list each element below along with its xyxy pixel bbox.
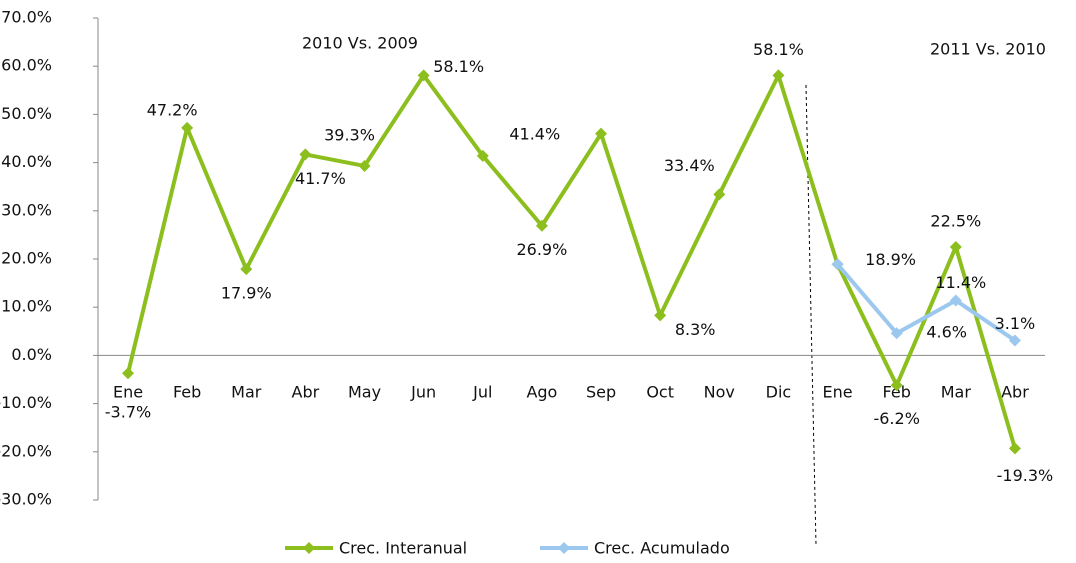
x-tick-label: Feb: [173, 383, 201, 402]
data-label: 58.1%: [753, 40, 804, 59]
marker: [890, 379, 903, 392]
marker: [476, 149, 489, 162]
y-tick-label: 60.0%: [1, 56, 52, 75]
x-tick-label: Dic: [766, 383, 792, 402]
marker: [122, 367, 134, 380]
legend-label: Crec. Acumulado: [594, 539, 730, 558]
data-label: 41.4%: [509, 124, 560, 143]
y-tick-label: 20.0%: [1, 249, 52, 268]
series-line: [126, 73, 1017, 449]
x-tick-label: Ene: [823, 383, 853, 402]
x-tick-label: Ago: [526, 383, 557, 402]
marker: [535, 219, 548, 232]
marker: [299, 148, 312, 161]
data-label: 47.2%: [147, 100, 198, 119]
data-label: 17.9%: [221, 284, 272, 303]
data-label: 39.3%: [324, 125, 375, 144]
x-tick-label: Abr: [292, 383, 320, 402]
y-tick-label: 10.0%: [1, 297, 52, 316]
annotation: 2011 Vs. 2010: [930, 40, 1046, 59]
y-tick-label: -20.0%: [0, 441, 52, 460]
y-tick-label: 40.0%: [1, 152, 52, 171]
data-label: 11.4%: [935, 273, 986, 292]
marker: [949, 294, 962, 307]
data-label: 26.9%: [516, 240, 567, 259]
marker: [417, 69, 430, 82]
marker: [654, 309, 667, 322]
y-tick-label: 50.0%: [1, 104, 52, 123]
data-label: 41.7%: [295, 169, 346, 188]
marker: [181, 121, 194, 134]
y-tick-label: -10.0%: [0, 393, 52, 412]
annotation: 2010 Vs. 2009: [302, 34, 418, 53]
legend-label: Crec. Interanual: [339, 539, 467, 558]
x-tick-label: Jul: [472, 383, 492, 402]
legend-marker: [303, 542, 315, 554]
data-label: -3.7%: [105, 403, 151, 422]
x-tick-label: Ene: [113, 383, 143, 402]
legend-marker: [558, 542, 570, 554]
y-tick-label: -30.0%: [0, 490, 52, 509]
x-tick-label: Sep: [586, 383, 616, 402]
data-label: 18.9%: [865, 250, 916, 269]
x-tick-label: Oct: [646, 383, 674, 402]
data-label: 8.3%: [675, 320, 716, 339]
marker: [890, 327, 903, 340]
x-tick-label: May: [348, 383, 381, 402]
x-tick-label: Nov: [704, 383, 735, 402]
data-label: -6.2%: [873, 409, 919, 428]
marker: [358, 159, 371, 172]
data-label: 22.5%: [930, 211, 981, 230]
data-label: 33.4%: [664, 156, 715, 175]
data-label: -19.3%: [997, 466, 1054, 485]
marker: [772, 69, 785, 82]
y-tick-label: 0.0%: [11, 345, 52, 364]
x-tick-label: Mar: [231, 383, 262, 402]
marker: [1008, 442, 1021, 455]
marker: [595, 127, 608, 140]
marker: [949, 240, 962, 253]
x-tick-label: Mar: [941, 383, 972, 402]
divider: [805, 84, 817, 546]
marker: [1008, 334, 1021, 347]
x-tick-label: Feb: [883, 383, 911, 402]
data-label: 3.1%: [995, 314, 1036, 333]
data-label: 4.6%: [926, 323, 967, 342]
x-tick-label: Jun: [410, 383, 436, 402]
y-tick-label: 30.0%: [1, 200, 52, 219]
data-label: 58.1%: [433, 57, 484, 76]
marker: [240, 263, 253, 276]
marker: [713, 188, 726, 201]
y-tick-label: 70.0%: [1, 8, 52, 27]
series-line: [836, 262, 1017, 343]
marker: [831, 258, 844, 271]
x-tick-label: Abr: [1001, 383, 1029, 402]
